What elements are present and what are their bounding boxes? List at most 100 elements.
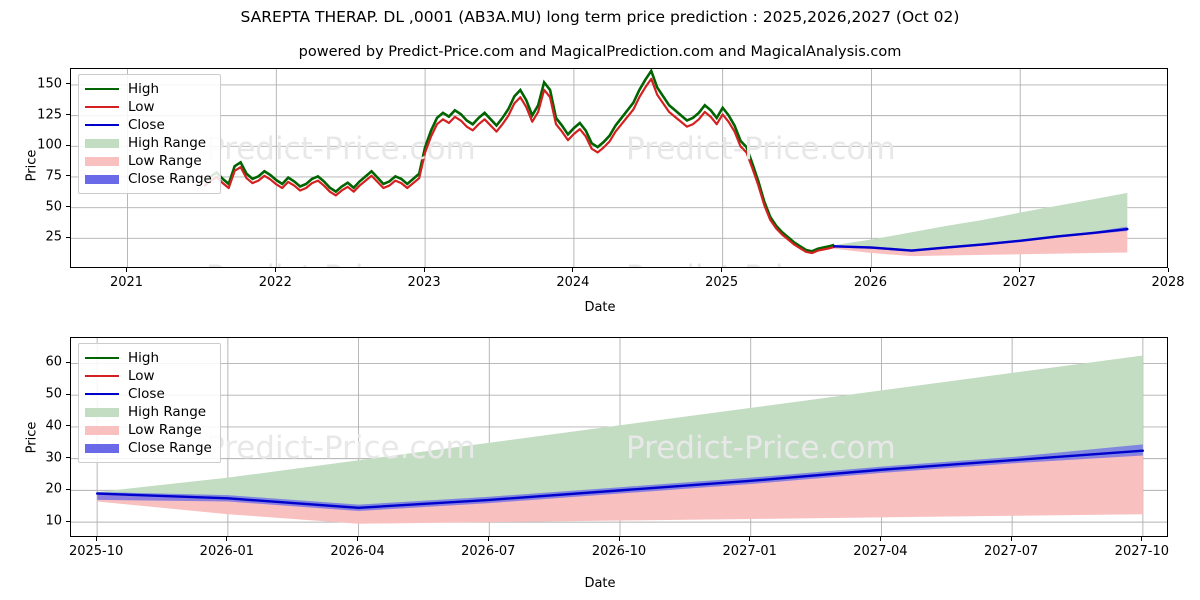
overview-x-axis-label: Date xyxy=(584,300,616,315)
overview-legend-item-high-range[interactable]: High Range xyxy=(85,134,212,152)
detail-legend-item-low-range[interactable]: Low Range xyxy=(85,421,212,439)
page-title: SAREPTA THERAP. DL ,0001 (AB3A.MU) long … xyxy=(240,8,960,26)
y-tick-label: 10 xyxy=(45,513,62,529)
x-tick-label: 2026-07 xyxy=(461,544,516,559)
x-tick-label: 2025 xyxy=(705,275,739,290)
x-tick-label: 2023 xyxy=(407,275,441,290)
y-tick-mark xyxy=(66,83,70,85)
detail-plot-area: Predict-Price.com Predict-Price.com xyxy=(70,337,1168,537)
overview-legend-item-close[interactable]: Close xyxy=(85,116,212,134)
x-tick-mark xyxy=(1167,268,1169,272)
y-tick-label: 75 xyxy=(45,168,62,184)
detail-legend-item-low[interactable]: Low xyxy=(85,367,212,385)
detail-legend-label: Close Range xyxy=(128,440,212,456)
detail-legend-swatch-patch-icon xyxy=(85,424,119,437)
detail-legend-swatch-patch-icon xyxy=(85,442,119,455)
detail-legend-swatch-line-icon xyxy=(85,352,119,365)
x-tick-mark xyxy=(618,537,620,541)
x-tick-mark xyxy=(274,268,276,272)
x-tick-mark xyxy=(95,537,97,541)
y-tick-mark xyxy=(66,236,70,238)
series-close xyxy=(95,449,1145,510)
y-tick-label: 20 xyxy=(45,481,62,497)
y-tick-mark xyxy=(66,393,70,395)
detail-svg xyxy=(71,338,1167,536)
overview-svg xyxy=(71,69,1167,267)
x-tick-label: 2022 xyxy=(258,275,292,290)
x-tick-label: 2027-01 xyxy=(722,544,777,559)
overview-legend-label: Low Range xyxy=(128,153,202,169)
y-tick-label: 50 xyxy=(45,199,62,215)
series-low xyxy=(203,77,836,255)
x-tick-mark xyxy=(226,537,228,541)
x-tick-label: 2021 xyxy=(109,275,144,290)
overview-plot-area: Predict-Price.com Predict-Price.com Pred… xyxy=(70,68,1168,268)
x-tick-mark xyxy=(869,268,871,272)
y-tick-label: 30 xyxy=(45,450,62,466)
detail-legend-item-high-range[interactable]: High Range xyxy=(85,403,212,421)
y-tick-label: 40 xyxy=(45,418,62,434)
overview-legend-label: High Range xyxy=(128,135,207,151)
y-tick-mark xyxy=(66,457,70,459)
detail-legend-label: Low xyxy=(128,368,155,384)
detail-legend-label: Close xyxy=(128,386,165,402)
series-close xyxy=(833,227,1129,252)
overview-legend-item-high[interactable]: High xyxy=(85,80,212,98)
overview-legend-label: High xyxy=(128,81,160,97)
overview-legend-swatch-line-icon xyxy=(85,101,119,114)
x-tick-label: 2027-07 xyxy=(983,544,1039,559)
y-tick-label: 60 xyxy=(45,354,62,370)
y-tick-mark xyxy=(66,425,70,427)
detail-legend-item-close-range[interactable]: Close Range xyxy=(85,439,212,457)
x-tick-mark xyxy=(1141,537,1143,541)
y-tick-mark xyxy=(66,361,70,363)
x-tick-mark xyxy=(487,537,489,541)
x-tick-label: 2027 xyxy=(1002,275,1036,290)
detail-legend-swatch-line-icon xyxy=(85,370,119,383)
x-tick-label: 2024 xyxy=(556,275,590,290)
y-tick-label: 125 xyxy=(37,107,62,123)
x-tick-label: 2027-04 xyxy=(853,544,908,559)
overview-legend-swatch-line-icon xyxy=(85,83,119,96)
x-tick-label: 2027-10 xyxy=(1114,544,1170,559)
x-tick-label: 2026 xyxy=(853,275,887,290)
overview-legend-label: Close Range xyxy=(128,171,212,187)
y-tick-mark xyxy=(66,144,70,146)
detail-legend-item-close[interactable]: Close xyxy=(85,385,212,403)
x-tick-label: 2026-04 xyxy=(330,544,385,559)
y-tick-mark xyxy=(66,520,70,522)
x-tick-mark xyxy=(879,537,881,541)
x-tick-mark xyxy=(721,268,723,272)
y-tick-mark xyxy=(66,488,70,490)
y-tick-label: 25 xyxy=(45,229,62,245)
y-tick-label: 150 xyxy=(37,76,62,92)
x-tick-label: 2028 xyxy=(1151,275,1185,290)
detail-legend-label: High xyxy=(128,350,160,366)
detail-legend-label: Low Range xyxy=(128,422,202,438)
series-high xyxy=(204,69,835,253)
forecast-detail-chart: Price Date 10 20 30 40 50 60 2025-10 2026-01 20… xyxy=(0,320,1200,600)
x-tick-label: 2026-10 xyxy=(591,544,647,559)
detail-legend-label: High Range xyxy=(128,404,207,420)
detail-legend-swatch-line-icon xyxy=(85,388,119,401)
overview-legend-swatch-line-icon xyxy=(85,119,119,132)
x-tick-mark xyxy=(1018,268,1020,272)
y-tick-label: 100 xyxy=(37,137,62,153)
y-tick-mark xyxy=(66,114,70,116)
detail-legend-item-high[interactable]: High xyxy=(85,349,212,367)
overview-legend-item-close-range[interactable]: Close Range xyxy=(85,170,212,188)
overview-legend-label: Close xyxy=(128,117,165,133)
overview-legend-item-low[interactable]: Low xyxy=(85,98,212,116)
overview-legend-swatch-patch-icon xyxy=(85,173,119,186)
x-tick-mark xyxy=(572,268,574,272)
detail-legend: High Low Close High Range Low Range Close Ran… xyxy=(78,343,221,463)
x-tick-label: 2025-10 xyxy=(68,544,124,559)
overview-chart: Price Date 25 50 75 100 125 150 2021 2022 2023 2… xyxy=(25,68,1185,315)
x-tick-label: 2026-01 xyxy=(199,544,255,559)
overview-legend-item-low-range[interactable]: Low Range xyxy=(85,152,212,170)
overview-legend-swatch-patch-icon xyxy=(85,137,119,150)
overview-legend: High Low Close High Range Low Range Close Ran… xyxy=(78,74,221,194)
y-tick-label: 50 xyxy=(45,386,62,402)
x-tick-mark xyxy=(749,537,751,541)
detail-x-axis-label: Date xyxy=(584,576,616,591)
